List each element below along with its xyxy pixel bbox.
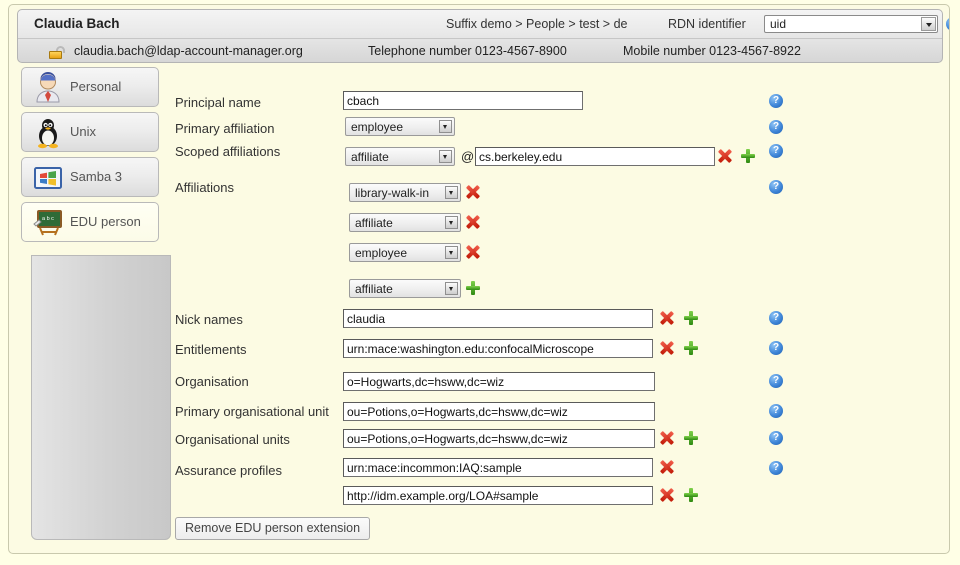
remove-edu-person-extension-button[interactable]: Remove EDU person extension xyxy=(175,517,371,540)
primary-affiliation-label: Primary affiliation xyxy=(175,121,275,136)
assurance-profile-input-2[interactable]: http://idm.example.org/LOA#sample xyxy=(343,486,653,505)
breadcrumb: Suffix demo > People > test > de xyxy=(446,17,628,31)
add-scoped-affiliation-icon[interactable] xyxy=(741,149,755,163)
assurance-profile-input-1[interactable]: urn:mace:incommon:IAQ:sample xyxy=(343,458,653,477)
remove-affiliation-icon[interactable] xyxy=(466,215,480,229)
add-assurance-profile-icon[interactable] xyxy=(684,488,698,502)
rdn-identifier-label: RDN identifier xyxy=(668,17,746,31)
nick-names-label: Nick names xyxy=(175,312,243,327)
help-icon[interactable] xyxy=(769,430,783,445)
chevron-down-icon[interactable] xyxy=(445,246,458,259)
remove-assurance-profile-icon[interactable] xyxy=(660,488,674,502)
nick-names-input[interactable]: claudia xyxy=(343,309,653,328)
help-icon[interactable] xyxy=(769,340,783,355)
account-telephone: Telephone number 0123-4567-8900 xyxy=(368,44,567,58)
sidebar-item-label: EDU person xyxy=(70,214,141,229)
help-icon[interactable] xyxy=(769,460,783,475)
assurance-profiles-label: Assurance profiles xyxy=(175,463,282,478)
account-header: Claudia Bach Suffix demo > People > test… xyxy=(17,9,949,64)
blackboard-icon: a b c xyxy=(32,207,64,239)
scoped-affiliations-label: Scoped affiliations xyxy=(175,144,281,159)
remove-affiliation-icon[interactable] xyxy=(466,245,480,259)
scoped-affiliation-scope-input[interactable]: cs.berkeley.edu xyxy=(475,147,715,166)
organisation-input[interactable]: o=Hogwarts,dc=hsww,dc=wiz xyxy=(343,372,655,391)
account-email: claudia.bach@ldap-account-manager.org xyxy=(74,44,303,58)
rdn-identifier-select[interactable]: uid xyxy=(764,15,938,33)
org-units-label: Organisational units xyxy=(175,432,290,447)
remove-assurance-profile-icon[interactable] xyxy=(660,460,674,474)
add-nick-name-icon[interactable] xyxy=(684,311,698,325)
module-sidebar: Personal Unix xyxy=(17,67,171,547)
organisation-label: Organisation xyxy=(175,374,249,389)
chevron-down-icon[interactable] xyxy=(445,186,458,199)
scoped-affiliation-select[interactable]: affiliate xyxy=(345,147,455,166)
chevron-down-icon[interactable] xyxy=(439,150,452,163)
windows-icon xyxy=(32,162,64,194)
affiliation-select-new[interactable]: affiliate xyxy=(349,279,461,298)
sidebar-item-personal[interactable]: Personal xyxy=(21,67,159,107)
help-icon[interactable] xyxy=(769,93,783,108)
header-bottom-row: claudia.bach@ldap-account-manager.org Te… xyxy=(18,38,942,64)
primary-org-unit-label: Primary organisational unit xyxy=(175,404,329,419)
help-icon[interactable] xyxy=(769,143,783,158)
entitlements-input[interactable]: urn:mace:washington.edu:confocalMicrosco… xyxy=(343,339,653,358)
help-icon[interactable] xyxy=(769,119,783,134)
chevron-down-icon[interactable] xyxy=(921,17,936,31)
add-affiliation-icon[interactable] xyxy=(466,281,480,295)
rdn-identifier-value: uid xyxy=(770,17,787,31)
affiliation-value: library-walk-in xyxy=(355,186,430,200)
penguin-icon xyxy=(32,117,64,149)
entitlements-label: Entitlements xyxy=(175,342,247,357)
chevron-down-icon[interactable] xyxy=(445,282,458,295)
open-padlock-icon xyxy=(49,46,66,59)
sidebar-item-label: Personal xyxy=(70,79,122,94)
primary-affiliation-value: employee xyxy=(351,120,404,134)
remove-org-unit-icon[interactable] xyxy=(660,431,674,445)
affiliation-value: affiliate xyxy=(355,282,393,296)
principal-name-input[interactable]: cbach xyxy=(343,91,583,110)
sidebar-item-unix[interactable]: Unix xyxy=(21,112,159,152)
primary-affiliation-select[interactable]: employee xyxy=(345,117,455,136)
affiliation-select-row-3[interactable]: employee xyxy=(349,243,461,262)
affiliations-label: Affiliations xyxy=(175,180,235,195)
affiliation-select-row-1[interactable]: library-walk-in xyxy=(349,183,461,202)
add-entitlement-icon[interactable] xyxy=(684,341,698,355)
scoped-affiliation-value: affiliate xyxy=(351,150,389,164)
at-symbol: @ xyxy=(461,149,475,164)
add-org-unit-icon[interactable] xyxy=(684,431,698,445)
help-icon[interactable] xyxy=(946,16,949,31)
remove-affiliation-icon[interactable] xyxy=(466,185,480,199)
remove-entitlement-icon[interactable] xyxy=(660,341,674,355)
org-units-input[interactable]: ou=Potions,o=Hogwarts,dc=hsww,dc=wiz xyxy=(343,429,655,448)
affiliation-select-row-2[interactable]: affiliate xyxy=(349,213,461,232)
affiliation-value: employee xyxy=(355,246,408,260)
sidebar-item-edu-person[interactable]: a b c EDU person xyxy=(21,202,159,242)
sidebar-item-samba3[interactable]: Samba 3 xyxy=(21,157,159,197)
help-icon[interactable] xyxy=(769,403,783,418)
help-icon[interactable] xyxy=(769,373,783,388)
help-icon[interactable] xyxy=(769,179,783,194)
application-page: Claudia Bach Suffix demo > People > test… xyxy=(8,4,950,554)
svg-text:a b c: a b c xyxy=(42,216,54,222)
header-top-row: Claudia Bach Suffix demo > People > test… xyxy=(18,10,949,38)
edu-person-form: Principal name cbach Primary affiliation… xyxy=(169,67,943,547)
remove-scoped-affiliation-icon[interactable] xyxy=(718,149,732,163)
sidebar-filler xyxy=(31,255,171,540)
remove-nick-name-icon[interactable] xyxy=(660,311,674,325)
help-icon[interactable] xyxy=(769,310,783,325)
person-icon xyxy=(32,72,64,104)
sidebar-item-label: Unix xyxy=(70,124,97,139)
affiliation-value: affiliate xyxy=(355,216,393,230)
chevron-down-icon[interactable] xyxy=(439,120,452,133)
principal-name-label: Principal name xyxy=(175,95,261,110)
primary-org-unit-input[interactable]: ou=Potions,o=Hogwarts,dc=hsww,dc=wiz xyxy=(343,402,655,421)
sidebar-item-label: Samba 3 xyxy=(70,169,123,184)
chevron-down-icon[interactable] xyxy=(445,216,458,229)
account-mobile: Mobile number 0123-4567-8922 xyxy=(623,44,801,58)
page-title: Claudia Bach xyxy=(34,16,120,31)
